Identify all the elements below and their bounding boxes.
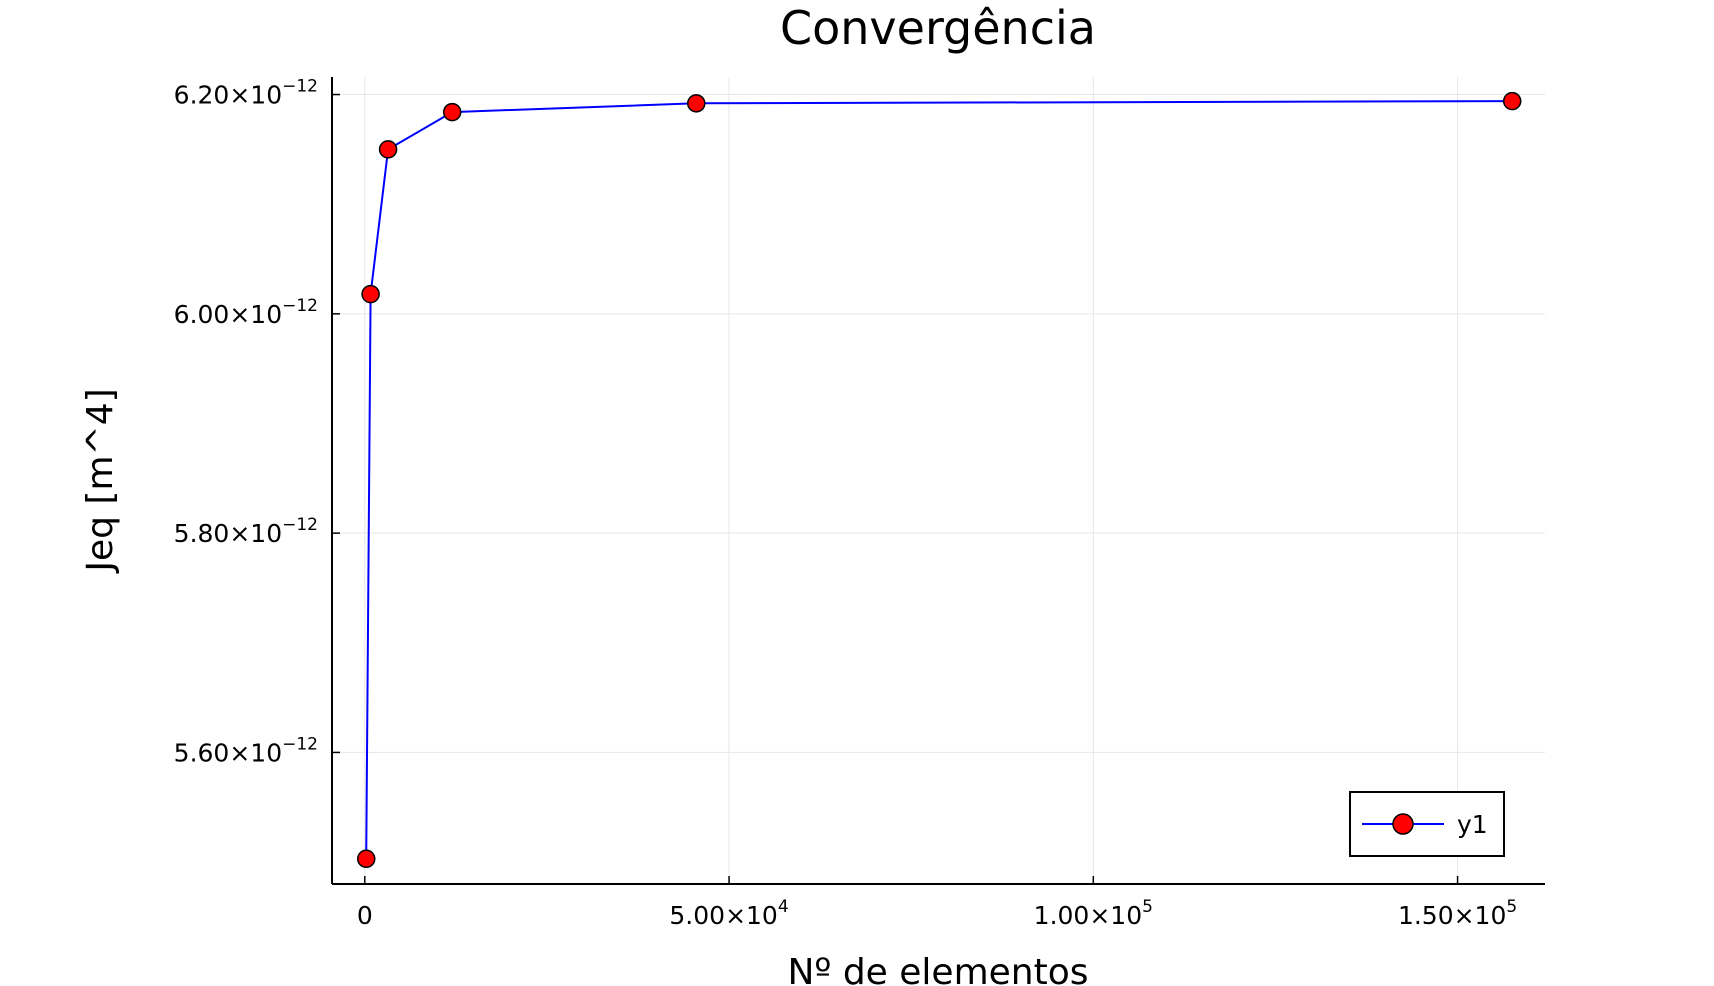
data-point — [361, 284, 380, 304]
data-point — [356, 849, 376, 869]
x-tick-label: 5.00×104 — [669, 897, 788, 930]
legend-marker-sample — [1392, 813, 1414, 835]
axes — [331, 77, 1545, 885]
series-layer — [356, 91, 1522, 869]
data-point — [1502, 91, 1522, 111]
y-axis-title: Jeq [m^4] — [80, 388, 121, 573]
series-line-y1 — [365, 100, 1513, 859]
data-point — [687, 94, 706, 113]
x-tick-label: 0 — [357, 901, 373, 930]
grid-lines — [332, 77, 1545, 884]
chart-title: Convergência — [780, 1, 1096, 55]
x-tick-label: 1.50×105 — [1398, 897, 1517, 930]
data-point — [378, 140, 398, 159]
x-tick-labels: 0 5.00×104 1.00×105 1.50×105 — [357, 897, 1517, 930]
data-point — [442, 102, 462, 122]
legend-label-y1: y1 — [1457, 810, 1488, 839]
legend: y1 — [1349, 791, 1505, 857]
x-axis-title: Nº de elementos — [787, 952, 1088, 986]
tick-marks — [332, 93, 1459, 884]
x-tick-label: 1.00×105 — [1034, 897, 1153, 930]
